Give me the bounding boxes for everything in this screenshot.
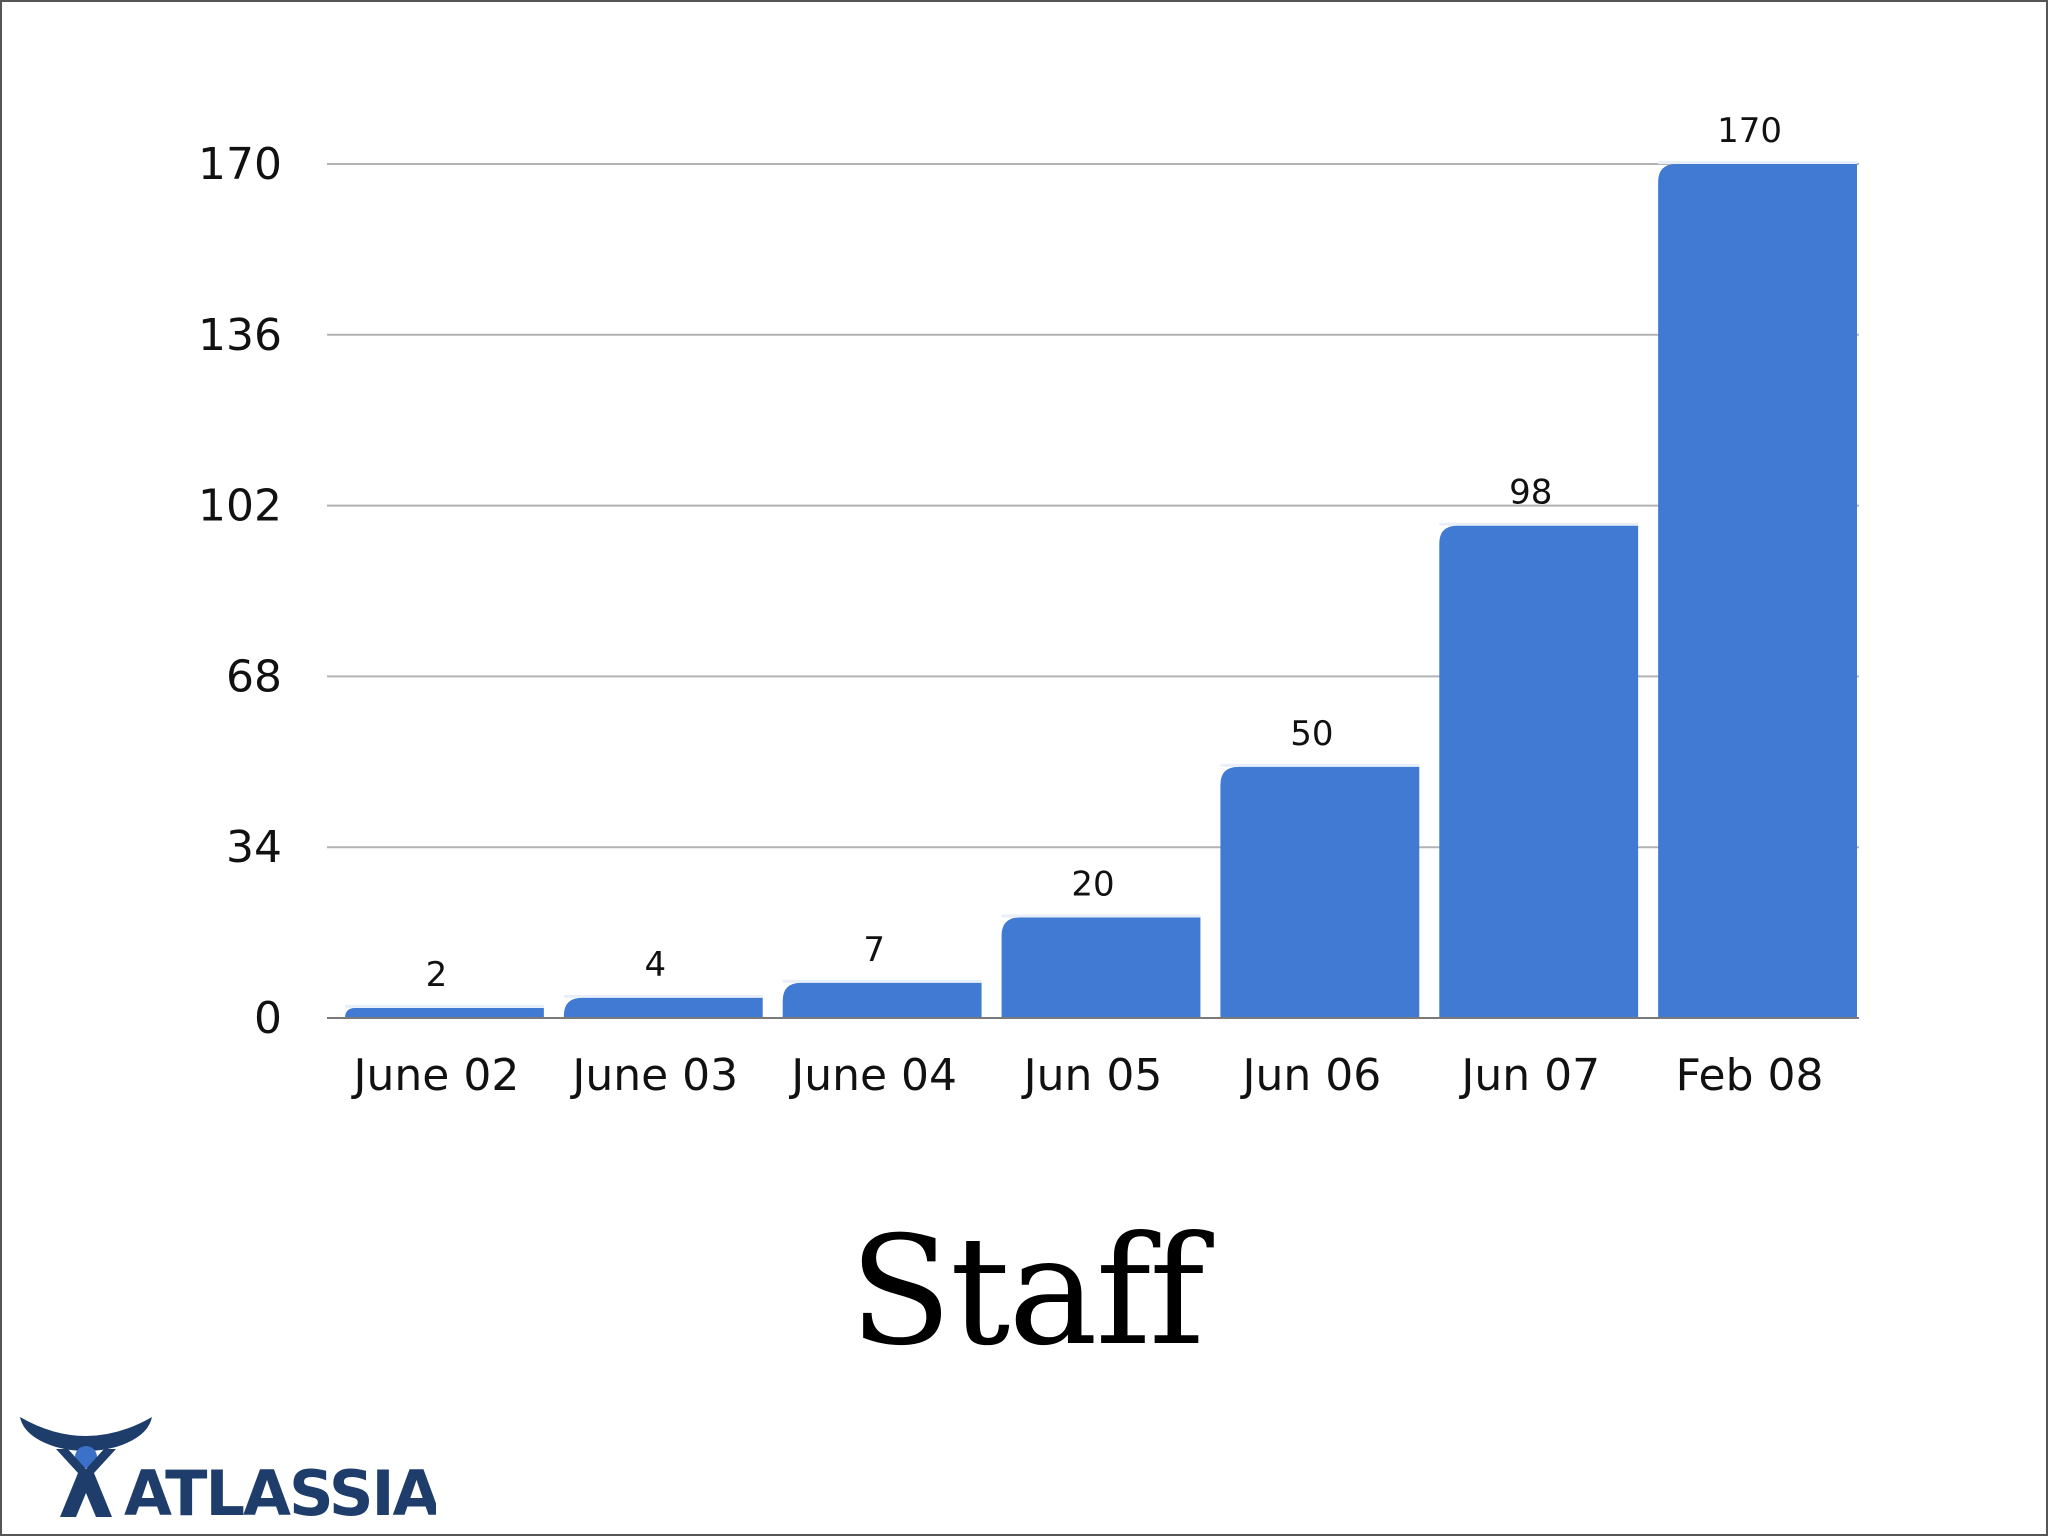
bar xyxy=(782,982,982,1018)
bar-highlight xyxy=(345,1004,544,1008)
data-label: 50 xyxy=(1290,714,1333,754)
y-tick-label: 68 xyxy=(226,651,282,702)
x-tick-label: Jun 05 xyxy=(1021,1050,1163,1101)
bar-highlight xyxy=(563,994,763,998)
slide-title: Staff xyxy=(849,1205,1205,1379)
bar-highlight xyxy=(782,979,982,983)
data-label: 98 xyxy=(1509,473,1552,513)
x-tick-label: June 03 xyxy=(569,1050,738,1101)
bar xyxy=(1439,525,1639,1018)
x-tick-label: June 02 xyxy=(351,1050,520,1101)
data-labels: 2 4 7 20 50 98 170 xyxy=(426,111,1782,995)
y-tick-label: 34 xyxy=(226,822,282,873)
bar xyxy=(563,997,763,1018)
bar xyxy=(1001,917,1201,1018)
data-label: 2 xyxy=(426,955,448,995)
data-label: 170 xyxy=(1717,111,1782,151)
data-label: 4 xyxy=(644,945,666,985)
bar xyxy=(345,1007,544,1018)
bar-highlight xyxy=(1001,914,1201,918)
x-tick-label: Jun 06 xyxy=(1239,1050,1381,1101)
bar-highlight xyxy=(1439,522,1639,526)
bar xyxy=(1658,164,1857,1018)
bars xyxy=(345,161,1857,1018)
x-tick-label: Jun 07 xyxy=(1458,1050,1600,1101)
y-axis-ticks: 0 34 68 102 136 170 xyxy=(198,139,282,1044)
x-axis-ticks: June 02 June 03 June 04 Jun 05 Jun 06 Jun 07 F… xyxy=(351,1050,1824,1101)
y-tick-label: 136 xyxy=(198,310,282,361)
bar-highlight xyxy=(1220,763,1420,767)
data-label: 7 xyxy=(863,930,885,970)
bar xyxy=(1220,766,1420,1018)
x-tick-label: June 04 xyxy=(788,1050,957,1101)
atlassian-figure-icon xyxy=(20,1417,152,1517)
y-tick-label: 102 xyxy=(198,481,282,532)
logo-wordmark: ATLASSIAN xyxy=(124,1457,436,1523)
data-label: 20 xyxy=(1071,865,1114,905)
y-tick-label: 0 xyxy=(254,993,282,1044)
bar-highlight xyxy=(1658,161,1857,164)
x-tick-label: Feb 08 xyxy=(1676,1050,1824,1101)
atlassian-logo: ATLASSIAN xyxy=(20,1417,436,1523)
y-tick-label: 170 xyxy=(198,139,282,190)
